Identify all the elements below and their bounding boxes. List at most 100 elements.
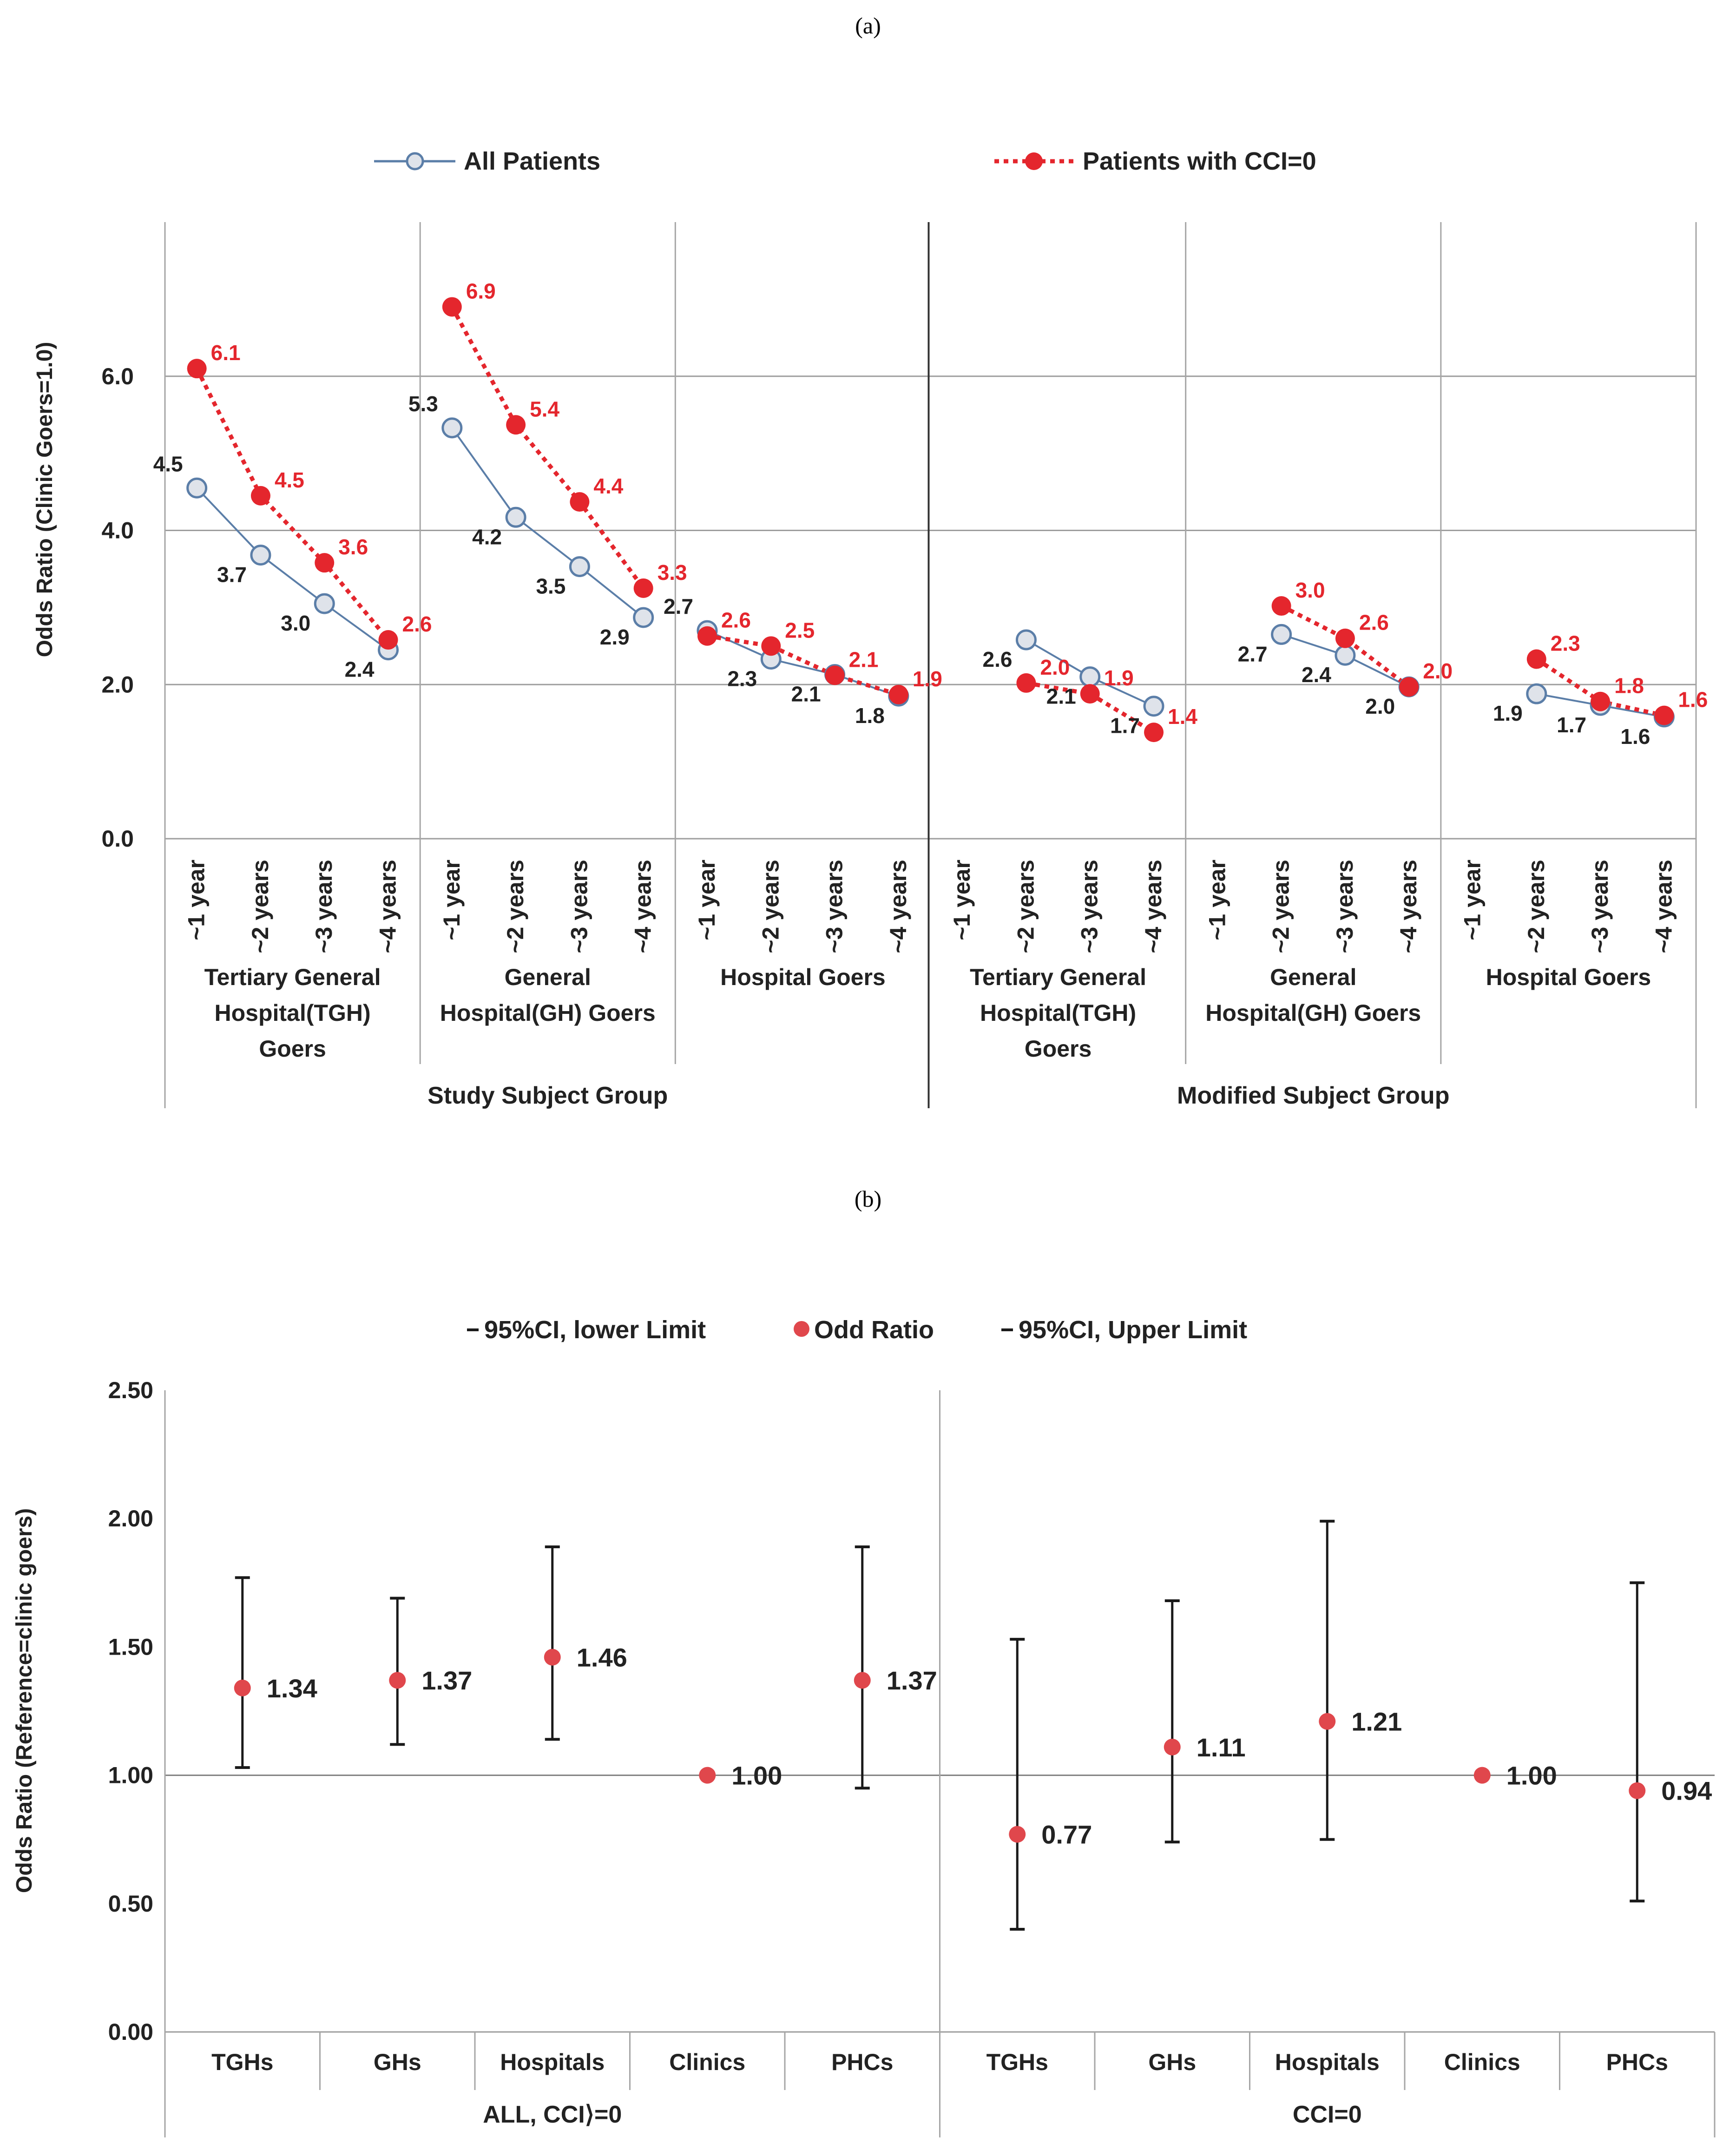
x-tick-label: ~3 years: [1077, 860, 1103, 953]
group-label: General: [505, 964, 591, 990]
panel-a-ylabel: Odds Ratio (Clinic Goers=1.0): [33, 342, 57, 657]
legend-upper-label: 95%CI, Upper Limit: [1019, 1316, 1247, 1344]
y-tick-label: 0.0: [101, 826, 134, 852]
cci-zero-point: [570, 492, 590, 512]
y-tick-label: 4.0: [101, 518, 134, 544]
odds-ratio-value-label: 0.94: [1661, 1776, 1712, 1806]
all-patients-value-label: 4.2: [472, 525, 502, 549]
x-tick-label: ~2 years: [502, 860, 528, 953]
top-group-label: Study Subject Group: [427, 1082, 668, 1109]
cci-zero-value-label: 1.4: [1168, 704, 1197, 729]
all-patients-value-label: 3.7: [217, 563, 247, 587]
x-tick-label: ~3 years: [1332, 860, 1358, 953]
odds-ratio-point: [1473, 1767, 1491, 1784]
all-patients-line: [451, 427, 644, 618]
cci-zero-point: [888, 684, 908, 704]
x-tick-label: ~1 year: [949, 860, 975, 940]
estimate-9: 1.00: [1473, 1761, 1557, 1790]
series-group-4: 2.6 2.1 1.7 2.0 1.9 1.4: [982, 629, 1197, 743]
all-patients-line: [196, 487, 389, 651]
odds-ratio-value-label: 1.34: [267, 1674, 317, 1703]
panel-a-gridlines: [165, 375, 1696, 840]
x-tick-label: ~3 years: [822, 860, 848, 953]
cci-zero-point: [1526, 649, 1546, 669]
cci-zero-point: [633, 578, 653, 598]
x-tick-label: ~4 years: [375, 860, 401, 953]
x-tick-label: ~2 years: [1013, 860, 1039, 953]
x-tick-label: ~1 year: [1459, 860, 1485, 940]
all-patients-point: [314, 593, 335, 614]
odds-ratio-point: [699, 1767, 716, 1784]
cci-zero-value-label: 1.9: [913, 667, 942, 691]
all-patients-value-label: 1.9: [1493, 701, 1523, 725]
y-tick-label: 0.50: [108, 1891, 153, 1917]
odds-ratio-point: [1164, 1738, 1181, 1755]
cci-zero-value-label: 2.3: [1551, 631, 1580, 656]
group-label: ALL, CCI⟩=0: [483, 2101, 622, 2128]
odds-ratio-value-label: 1.46: [577, 1643, 627, 1672]
y-tick-label: 1.00: [108, 1762, 153, 1788]
all-patients-value-label: 2.0: [1365, 694, 1395, 718]
panel-b-legend: 95%CI, lower Limit Odd Ratio 95%CI, Uppe…: [467, 1316, 1247, 1344]
all-patients-value-label: 2.3: [727, 667, 757, 691]
odds-ratio-point: [544, 1649, 561, 1666]
cci-zero-value-label: 3.3: [658, 560, 687, 585]
odds-ratio-value-label: 1.37: [887, 1666, 937, 1695]
legend-all-marker: [406, 152, 424, 171]
cci-zero-value-label: 1.6: [1678, 688, 1708, 712]
legend-all-label: All Patients: [464, 147, 600, 175]
all-patients-value-label: 1.7: [1110, 714, 1140, 738]
cci-zero-line: [1280, 604, 1410, 689]
x-tick-label: GHs: [374, 2049, 421, 2075]
cci-zero-point: [1080, 684, 1100, 704]
x-tick-label: ~4 years: [885, 860, 911, 953]
cci-zero-value-label: 2.5: [785, 618, 815, 642]
odds-ratio-point: [389, 1672, 406, 1689]
estimate-5: 1.37: [854, 1545, 937, 1790]
y-tick-label: 2.0: [101, 671, 134, 697]
x-tick-label: ~3 years: [311, 860, 337, 953]
panel-a-group-labels: Tertiary General Hospital(TGH) Goers Genera…: [204, 964, 1651, 1109]
x-tick-label: Clinics: [669, 2049, 745, 2075]
all-patients-value-label: 2.7: [664, 594, 693, 618]
y-tick-label: 0.00: [108, 2019, 153, 2045]
x-tick-label: ~1 year: [1204, 860, 1230, 940]
estimate-10: 0.94: [1629, 1581, 1712, 1903]
all-patients-value-label: 2.4: [345, 657, 375, 682]
x-tick-label: ~3 years: [566, 860, 592, 953]
legend-cci-label: Patients with CCI=0: [1083, 147, 1316, 175]
all-patients-value-label: 1.7: [1557, 713, 1586, 737]
odds-ratio-value-label: 1.11: [1197, 1733, 1246, 1762]
all-patients-value-label: 4.5: [153, 452, 183, 476]
odds-ratio-value-label: 1.00: [1506, 1761, 1557, 1790]
cci-zero-value-label: 1.9: [1104, 666, 1134, 690]
series-group-3: 2.7 2.3 2.1 1.8 2.6 2.5 2.1 1.9: [664, 594, 942, 728]
odds-ratio-point: [234, 1679, 251, 1696]
all-patients-point: [186, 477, 208, 499]
cci-zero-line: [450, 306, 645, 590]
x-tick-label: Clinics: [1444, 2049, 1520, 2075]
cci-zero-point: [1271, 596, 1291, 616]
cci-zero-point: [506, 415, 526, 435]
legend-lower-label: 95%CI, lower Limit: [484, 1316, 706, 1344]
odds-ratio-value-label: 1.37: [421, 1666, 472, 1695]
estimate-7: 1.11: [1164, 1599, 1246, 1844]
cci-zero-value-label: 4.4: [593, 474, 623, 498]
series-group-1: 4.5 3.7 3.0 2.4 6.1 4.5 3.6 2.6: [153, 341, 432, 681]
panel-a-y-ticks: 0.0 2.0 4.0 6.0: [101, 363, 134, 852]
cci-zero-value-label: 3.0: [1295, 578, 1325, 602]
cci-zero-point: [761, 636, 781, 656]
cci-zero-line: [1026, 681, 1155, 734]
cci-zero-point: [1144, 723, 1164, 743]
x-tick-label: ~3 years: [1587, 860, 1613, 953]
legend-or-label: Odd Ratio: [814, 1316, 934, 1344]
odds-ratio-value-label: 1.00: [731, 1761, 782, 1790]
x-tick-label: ~2 years: [757, 860, 783, 953]
x-tick-label: ~4 years: [1651, 860, 1677, 953]
estimate-4: 1.00: [699, 1761, 782, 1790]
cci-zero-value-label: 2.0: [1040, 655, 1070, 679]
legend-cci-marker: [1025, 152, 1043, 170]
all-patients-value-label: 2.1: [791, 682, 821, 706]
group-label: Hospital Goers: [1486, 964, 1651, 990]
